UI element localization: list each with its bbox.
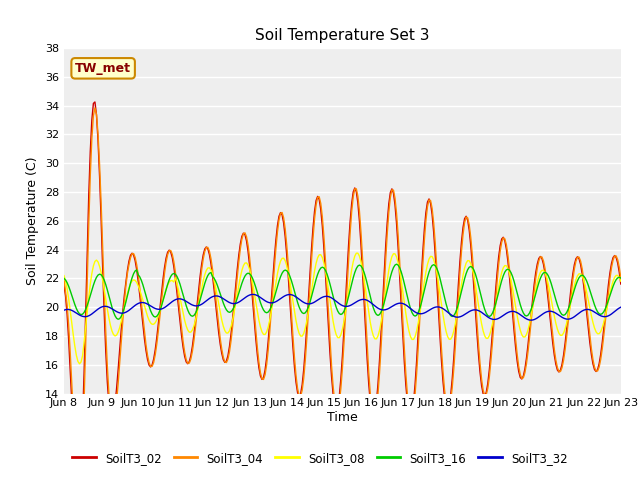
X-axis label: Time: Time (327, 411, 358, 424)
Title: Soil Temperature Set 3: Soil Temperature Set 3 (255, 28, 429, 43)
Y-axis label: Soil Temperature (C): Soil Temperature (C) (26, 156, 39, 285)
Legend: SoilT3_02, SoilT3_04, SoilT3_08, SoilT3_16, SoilT3_32: SoilT3_02, SoilT3_04, SoilT3_08, SoilT3_… (67, 447, 573, 469)
Text: TW_met: TW_met (75, 62, 131, 75)
